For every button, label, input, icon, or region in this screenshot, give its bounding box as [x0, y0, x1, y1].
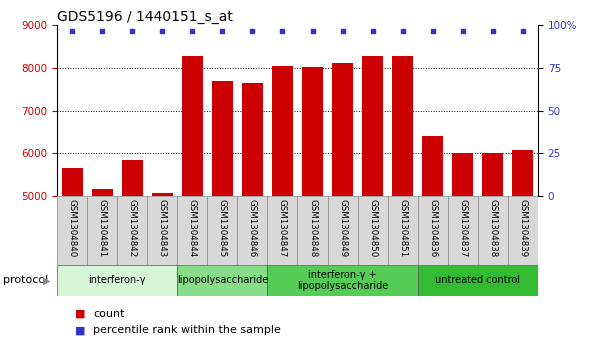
- Bar: [237, 196, 267, 265]
- Point: [278, 28, 287, 33]
- Text: GSM1304845: GSM1304845: [218, 200, 227, 258]
- Point: [458, 28, 468, 33]
- Text: GSM1304846: GSM1304846: [248, 200, 257, 258]
- Bar: [358, 196, 388, 265]
- Point: [338, 28, 347, 33]
- Bar: [453, 152, 474, 363]
- Bar: [272, 66, 293, 363]
- Bar: [207, 196, 237, 265]
- Text: GSM1304837: GSM1304837: [459, 200, 467, 258]
- Text: GSM1304839: GSM1304839: [519, 200, 527, 258]
- Bar: [267, 196, 297, 265]
- Text: GSM1304841: GSM1304841: [98, 200, 106, 258]
- Bar: [147, 196, 177, 265]
- Bar: [117, 196, 147, 265]
- Point: [308, 28, 317, 33]
- Bar: [478, 196, 508, 265]
- Point: [127, 28, 137, 33]
- Bar: [422, 136, 443, 363]
- Text: protocol: protocol: [3, 276, 48, 285]
- Bar: [332, 63, 353, 363]
- Bar: [328, 196, 358, 265]
- Text: GSM1304838: GSM1304838: [489, 200, 497, 258]
- Bar: [87, 196, 117, 265]
- Text: GSM1304844: GSM1304844: [188, 200, 197, 258]
- Point: [67, 28, 77, 33]
- Bar: [177, 196, 207, 265]
- Bar: [297, 196, 328, 265]
- Text: count: count: [93, 309, 124, 319]
- Text: ■: ■: [75, 309, 85, 319]
- Text: percentile rank within the sample: percentile rank within the sample: [93, 325, 281, 335]
- Text: GSM1304843: GSM1304843: [158, 200, 166, 258]
- Text: GSM1304847: GSM1304847: [278, 200, 287, 258]
- Bar: [57, 265, 177, 296]
- Point: [428, 28, 438, 33]
- Bar: [182, 56, 203, 363]
- Bar: [151, 193, 173, 363]
- Point: [248, 28, 257, 33]
- Bar: [482, 153, 503, 363]
- Bar: [508, 196, 538, 265]
- Point: [398, 28, 407, 33]
- Point: [188, 28, 197, 33]
- Bar: [448, 196, 478, 265]
- Bar: [121, 160, 143, 363]
- Text: GSM1304851: GSM1304851: [398, 200, 407, 258]
- Text: GSM1304836: GSM1304836: [429, 200, 437, 258]
- Bar: [57, 196, 87, 265]
- Text: GDS5196 / 1440151_s_at: GDS5196 / 1440151_s_at: [57, 11, 233, 24]
- Point: [518, 28, 528, 33]
- Bar: [302, 67, 323, 363]
- Bar: [267, 265, 418, 296]
- Bar: [362, 56, 383, 363]
- Point: [488, 28, 498, 33]
- Bar: [62, 168, 83, 363]
- Bar: [512, 150, 534, 363]
- Text: ■: ■: [75, 325, 85, 335]
- Bar: [242, 83, 263, 363]
- Point: [157, 28, 167, 33]
- Text: GSM1304840: GSM1304840: [68, 200, 76, 258]
- Bar: [177, 265, 267, 296]
- Text: GSM1304848: GSM1304848: [308, 200, 317, 258]
- Text: ▶: ▶: [43, 276, 50, 285]
- Text: GSM1304849: GSM1304849: [338, 200, 347, 258]
- Bar: [392, 56, 413, 363]
- Text: GSM1304842: GSM1304842: [128, 200, 136, 258]
- Bar: [388, 196, 418, 265]
- Bar: [91, 189, 113, 363]
- Bar: [418, 265, 538, 296]
- Text: GSM1304850: GSM1304850: [368, 200, 377, 258]
- Point: [97, 28, 107, 33]
- Bar: [212, 81, 233, 363]
- Point: [368, 28, 377, 33]
- Text: untreated control: untreated control: [435, 276, 520, 285]
- Bar: [418, 196, 448, 265]
- Text: lipopolysaccharide: lipopolysaccharide: [177, 276, 268, 285]
- Text: interferon-γ +
lipopolysaccharide: interferon-γ + lipopolysaccharide: [297, 270, 388, 291]
- Point: [218, 28, 227, 33]
- Text: interferon-γ: interferon-γ: [88, 276, 146, 285]
